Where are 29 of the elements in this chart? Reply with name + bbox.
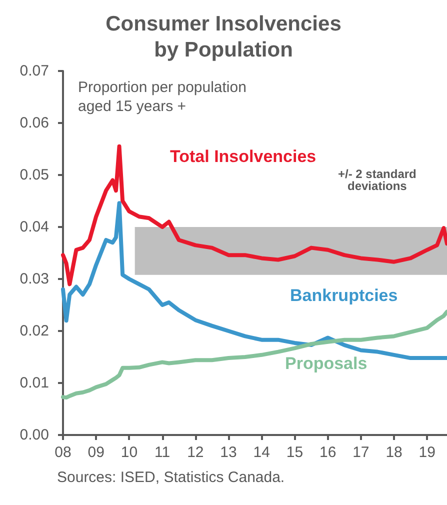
x-tick-label: 08 <box>54 444 72 461</box>
y-tick-label: 0.05 <box>20 166 49 184</box>
x-tick-label: 15 <box>286 444 304 461</box>
chart-title: Consumer Insolvencies by Population <box>106 12 342 62</box>
line-series <box>61 310 447 400</box>
y-tick-label: 0.06 <box>20 114 49 132</box>
line-series <box>61 144 447 286</box>
x-tick-label: 13 <box>220 444 237 461</box>
x-tick-label: 11 <box>154 444 170 461</box>
source-note: Sources: ISED, Statistics Canada. <box>57 469 285 486</box>
x-tick-label: 12 <box>187 444 204 461</box>
series-label: Proposals <box>285 354 368 373</box>
band-label: +/- 2 standard deviations <box>338 167 416 193</box>
x-tick-label: 19 <box>418 444 436 461</box>
text: Bankruptcies <box>290 286 398 305</box>
y-tick-label: 0.04 <box>20 218 49 236</box>
y-tick-label: 0.07 <box>20 62 49 80</box>
y-tick-label: 0.02 <box>20 322 49 340</box>
x-tick-label: 17 <box>352 444 370 461</box>
text: Total Insolvencies <box>170 147 316 166</box>
y-tick-label: 0.03 <box>20 270 49 288</box>
annotation: Proportion per population aged 15 years + <box>78 79 246 115</box>
y-tick-label: 0.01 <box>20 374 49 392</box>
x-tick-label: 14 <box>253 444 270 461</box>
x-tick-label: 10 <box>120 444 138 461</box>
x-tick-label: 09 <box>88 444 104 461</box>
y-tick-label: 0.00 <box>20 426 49 444</box>
x-tick-label: 16 <box>319 444 336 461</box>
x-tick-label: 18 <box>386 444 402 461</box>
